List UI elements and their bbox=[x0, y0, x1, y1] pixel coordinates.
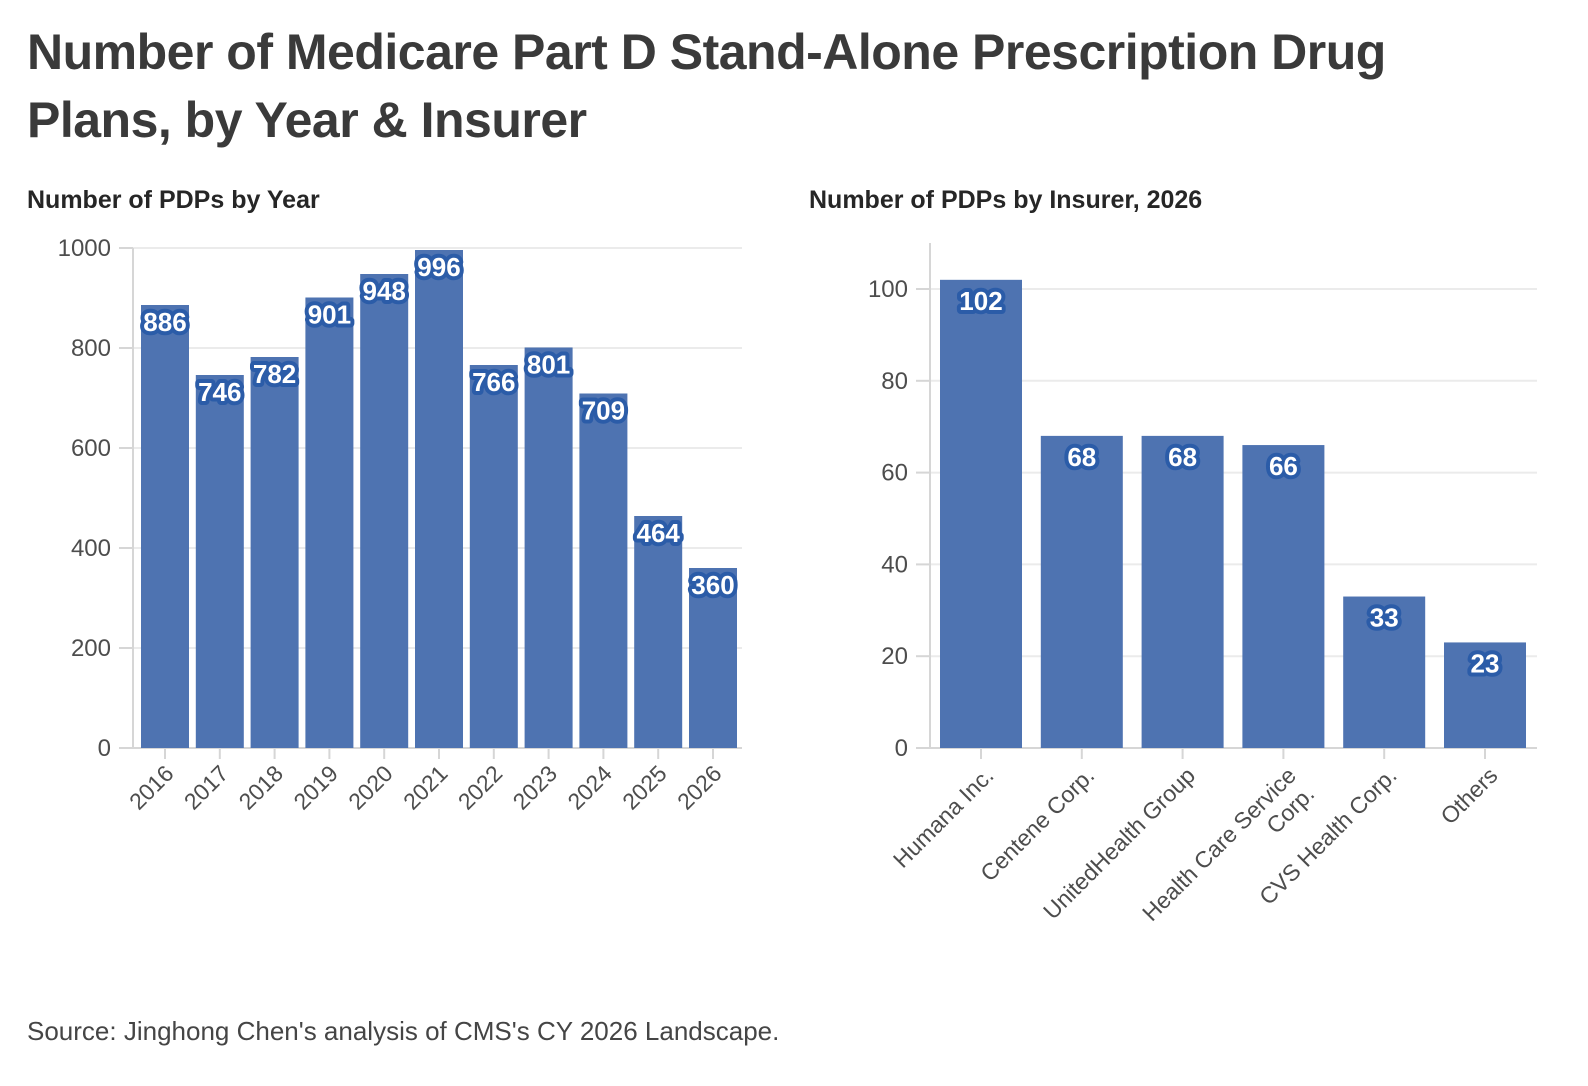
source-note: Source: Jinghong Chen's analysis of CMS'… bbox=[27, 1016, 780, 1046]
x-tick-label: Humana Inc. bbox=[888, 762, 999, 873]
y-tick-label: 800 bbox=[71, 335, 111, 362]
bar-2019 bbox=[305, 297, 354, 748]
bar-Others bbox=[1444, 642, 1526, 748]
y-tick-label: 0 bbox=[98, 735, 111, 762]
bar-value-label: 23 bbox=[1471, 648, 1500, 678]
bar-value-label: 102 bbox=[959, 286, 1002, 316]
y-tick-label: 20 bbox=[881, 643, 908, 670]
bar-value-label: 801 bbox=[527, 350, 570, 380]
bar-2017 bbox=[195, 375, 244, 748]
bar-UnitedHealth Group bbox=[1141, 435, 1224, 748]
x-tick-label: 2022 bbox=[453, 760, 508, 815]
bar-value-label: 886 bbox=[143, 307, 186, 337]
y-tick-label: 60 bbox=[881, 460, 908, 487]
bar-value-label: 360 bbox=[691, 570, 734, 600]
bar-chart-by-year: 0 200 400 600 800 1000 2016 886 2017 746 2018 782 20… bbox=[58, 235, 742, 815]
bar-value-label: 33 bbox=[1370, 603, 1399, 633]
x-tick-label: 2023 bbox=[508, 760, 563, 815]
right-chart-title: Number of PDPs by Insurer, 2026 bbox=[809, 186, 1203, 214]
left-chart-title: Number of PDPs by Year bbox=[27, 186, 320, 214]
bar-2021 bbox=[415, 250, 463, 748]
x-tick-label: 2025 bbox=[617, 760, 672, 815]
bar-2023 bbox=[524, 347, 573, 748]
x-tick-label: 2016 bbox=[124, 760, 179, 815]
x-tick-label: 2018 bbox=[234, 760, 289, 815]
bar-2018 bbox=[250, 357, 299, 748]
y-tick-label: 1000 bbox=[58, 235, 111, 262]
y-tick-label: 0 bbox=[895, 735, 908, 762]
x-tick-label: 2024 bbox=[562, 760, 617, 815]
page-title: Number of Medicare Part D Stand-Alone Pr… bbox=[27, 24, 1386, 148]
bar-2016 bbox=[141, 305, 189, 748]
bar-Health Care Service Corp. bbox=[1242, 445, 1325, 748]
y-tick-label: 400 bbox=[71, 535, 111, 562]
bar-2022 bbox=[469, 365, 518, 748]
x-tick-label: 2019 bbox=[288, 760, 343, 815]
y-tick-label: 600 bbox=[71, 435, 111, 462]
bar-2025 bbox=[634, 516, 683, 748]
x-tick-label: 2017 bbox=[179, 760, 234, 815]
y-tick-label: 200 bbox=[71, 635, 111, 662]
bar-value-label: 68 bbox=[1168, 442, 1197, 472]
bar-value-label: 464 bbox=[637, 518, 681, 548]
bar-value-label: 68 bbox=[1067, 442, 1096, 472]
bar-2020 bbox=[360, 274, 409, 748]
bar-value-label: 746 bbox=[198, 377, 241, 407]
bar-value-label: 766 bbox=[472, 367, 515, 397]
bar-value-label: 901 bbox=[308, 300, 351, 330]
bar-value-label: 66 bbox=[1269, 451, 1298, 481]
bar-value-label: 948 bbox=[363, 276, 406, 306]
x-tick-label: Others bbox=[1435, 762, 1502, 829]
bar-value-label: 709 bbox=[582, 396, 625, 426]
y-tick-label: 40 bbox=[881, 551, 908, 578]
bar-2026 bbox=[689, 568, 737, 748]
x-tick-label: 2026 bbox=[672, 760, 727, 815]
x-tick-label: 2021 bbox=[398, 760, 453, 815]
bar-value-label: 996 bbox=[417, 252, 460, 282]
bar-CVS Health Corp. bbox=[1343, 596, 1426, 748]
y-tick-label: 80 bbox=[881, 368, 908, 395]
y-tick-label: 100 bbox=[868, 276, 908, 303]
bar-2024 bbox=[579, 393, 628, 748]
x-tick-label: 2020 bbox=[343, 760, 398, 815]
bar-Humana Inc. bbox=[940, 279, 1022, 748]
bar-Centene Corp. bbox=[1040, 435, 1123, 748]
bar-value-label: 782 bbox=[253, 359, 296, 389]
